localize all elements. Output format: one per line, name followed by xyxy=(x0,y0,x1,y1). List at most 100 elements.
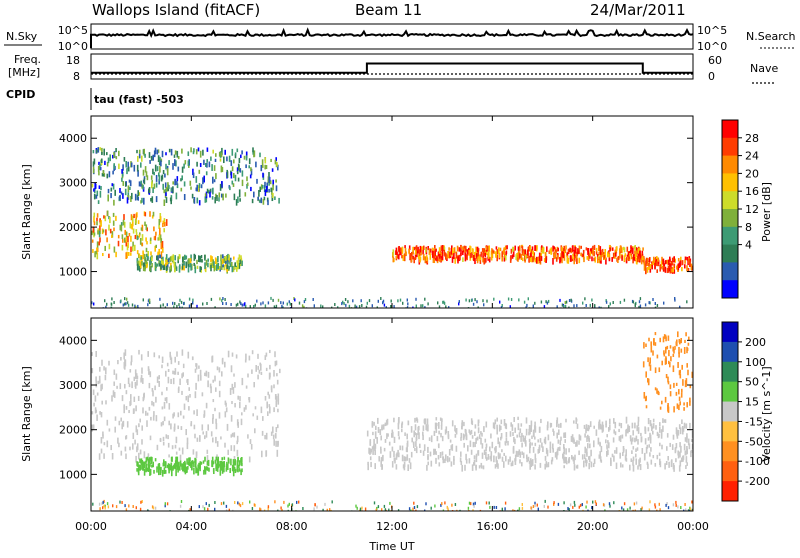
echo-cell xyxy=(231,262,233,267)
echo-cell xyxy=(646,267,649,273)
echo-cell xyxy=(442,300,444,304)
echo-cell xyxy=(430,506,432,510)
echo-cell xyxy=(640,508,642,511)
echo-cell xyxy=(142,378,144,384)
echo-cell xyxy=(495,246,498,250)
echo-cell xyxy=(151,263,153,268)
echo-cell xyxy=(206,449,209,454)
echo-cell xyxy=(490,451,493,458)
echo-cell xyxy=(649,432,651,439)
echo-cell xyxy=(446,254,448,259)
echo-cell xyxy=(159,297,161,301)
echo-cell xyxy=(232,509,234,511)
echo-cell xyxy=(267,411,269,416)
echo-cell xyxy=(587,443,589,449)
echo-cell xyxy=(158,224,160,229)
echo-cell xyxy=(172,301,174,305)
echo-cell xyxy=(151,505,154,509)
echo-cell xyxy=(211,355,214,363)
echo-cell xyxy=(528,460,531,464)
echo-cell xyxy=(101,173,104,177)
echo-cell xyxy=(576,423,579,429)
echo-cell xyxy=(264,189,267,196)
echo-cell xyxy=(650,341,652,346)
echo-cell xyxy=(173,262,176,269)
echo-cell xyxy=(630,458,633,463)
echo-cell xyxy=(584,433,586,438)
echo-cell xyxy=(639,304,642,308)
echo-cell xyxy=(454,257,456,264)
echo-cell xyxy=(570,435,573,442)
echo-cell xyxy=(661,360,663,366)
echo-cell xyxy=(182,363,185,369)
echo-cell xyxy=(204,262,206,269)
echo-cell xyxy=(587,248,589,255)
echo-cell xyxy=(553,430,555,436)
echo-cell xyxy=(195,149,198,155)
echo-cell xyxy=(670,460,673,468)
echo-cell xyxy=(98,185,101,189)
echo-cell xyxy=(193,461,195,468)
echo-cell xyxy=(204,254,206,261)
echo-cell xyxy=(487,454,490,460)
echo-cell xyxy=(534,464,536,470)
echo-cell xyxy=(273,370,275,377)
echo-cell xyxy=(173,426,176,432)
station-title: Wallops Island (fitACF) xyxy=(92,1,260,19)
echo-cell xyxy=(324,502,326,506)
echo-cell xyxy=(603,503,606,507)
echo-cell xyxy=(589,251,592,256)
echo-cell xyxy=(413,441,415,448)
echo-cell xyxy=(689,400,691,406)
echo-cell xyxy=(382,424,385,430)
echo-cell xyxy=(236,440,238,445)
echo-cell xyxy=(659,406,662,410)
echo-cell xyxy=(436,256,438,262)
echo-cell xyxy=(607,253,610,257)
echo-cell xyxy=(171,445,174,450)
echo-cell xyxy=(203,175,205,183)
echo-cell xyxy=(166,262,169,268)
echo-cell xyxy=(233,173,235,179)
echo-cell xyxy=(255,161,257,168)
echo-cell xyxy=(181,263,184,270)
echo-cell xyxy=(658,367,661,373)
echo-cell xyxy=(233,445,236,452)
echo-cell xyxy=(268,176,270,184)
echo-cell xyxy=(671,268,673,273)
echo-cell xyxy=(435,248,437,252)
echo-cell xyxy=(631,299,634,303)
echo-cell xyxy=(199,256,201,263)
echo-cell xyxy=(494,419,497,425)
echo-cell xyxy=(526,303,528,307)
echo-cell xyxy=(538,447,540,454)
echo-cell xyxy=(117,437,119,444)
echo-cell xyxy=(464,464,466,471)
echo-cell xyxy=(172,465,174,471)
echo-cell xyxy=(204,196,207,203)
echo-cell xyxy=(659,422,661,427)
echo-cell xyxy=(270,158,272,163)
echo-cell xyxy=(237,196,239,203)
echo-cell xyxy=(216,258,218,266)
echo-cell xyxy=(102,506,104,510)
echo-cell xyxy=(155,182,158,188)
echo-cell xyxy=(245,155,248,161)
echo-cell xyxy=(507,297,510,301)
echo-cell xyxy=(633,502,636,506)
echo-cell xyxy=(377,505,380,509)
echo-cell xyxy=(422,434,424,441)
echo-cell xyxy=(225,193,227,198)
echo-cell xyxy=(277,441,279,447)
echo-cell xyxy=(181,390,183,395)
echo-cell xyxy=(479,257,482,264)
echo-cell xyxy=(553,501,555,505)
echo-cell xyxy=(145,171,148,177)
echo-cell xyxy=(367,464,369,471)
echo-cell xyxy=(237,302,239,306)
echo-cell xyxy=(505,423,508,430)
echo-cell xyxy=(465,298,467,302)
echo-cell xyxy=(471,252,473,258)
echo-cell xyxy=(381,464,383,470)
echo-cell xyxy=(146,456,149,461)
